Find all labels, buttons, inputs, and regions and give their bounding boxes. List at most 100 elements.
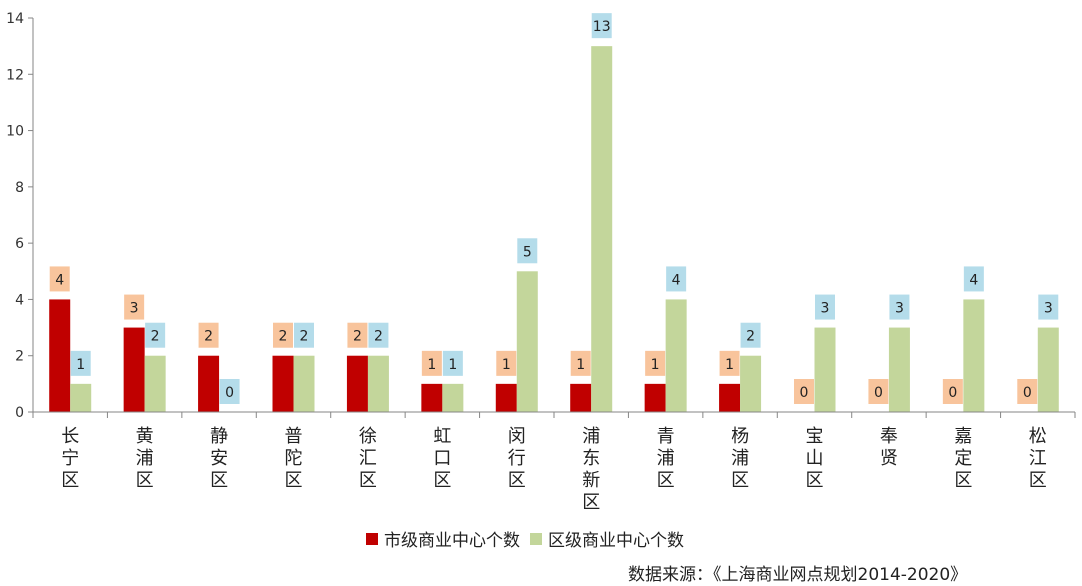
data-label-box: [219, 379, 240, 404]
x-tick-label: 区: [210, 470, 228, 491]
data-label: 0: [1023, 385, 1032, 401]
x-tick-label: 长: [61, 426, 79, 447]
data-label: 0: [948, 385, 957, 401]
bar-district: [442, 383, 464, 412]
x-tick-label: 浦: [657, 448, 675, 469]
bar-city: [49, 299, 71, 412]
x-tick-label: 浦: [136, 448, 154, 469]
legend-item-district: 区级商业中心个数: [530, 526, 684, 551]
x-tick-label: 奉: [880, 426, 898, 447]
x-tick-label: 区: [1029, 470, 1047, 491]
data-label: 0: [225, 385, 234, 401]
data-label: 1: [576, 357, 585, 373]
bar-district: [591, 46, 613, 413]
x-tick-label: 浦: [582, 426, 600, 447]
x-tick-label: 区: [657, 470, 675, 491]
data-label-box: [421, 350, 442, 376]
x-tick-label: 虹: [433, 426, 451, 447]
x-tick-label: 区: [954, 470, 972, 491]
y-tick-label: 10: [6, 124, 24, 140]
x-tick-label: 陀: [285, 448, 303, 469]
bar-city: [570, 383, 592, 412]
data-label-box: [666, 266, 687, 292]
bars: [49, 46, 1059, 413]
legend-item-city: 市级商业中心个数: [366, 526, 520, 551]
data-label-box: [517, 238, 538, 264]
data-label-box: [963, 266, 984, 292]
x-tick-label: 汇: [359, 448, 377, 469]
data-label: 1: [427, 357, 436, 373]
bar-city: [272, 355, 294, 412]
x-tick-label: 浦: [731, 448, 749, 469]
x-tick-label: 黄: [136, 426, 154, 447]
data-label-box: [942, 379, 963, 404]
x-tick-label: 区: [582, 492, 600, 513]
data-label: 2: [746, 329, 755, 345]
data-label: 1: [725, 357, 734, 373]
data-label-box: [1017, 379, 1038, 404]
data-label-box: [815, 294, 835, 320]
data-label: 4: [672, 272, 681, 288]
y-tick-label: 2: [15, 349, 24, 365]
bar-district: [144, 355, 166, 412]
bar-district: [888, 327, 910, 412]
y-tick-label: 0: [15, 405, 24, 421]
data-label-box: [794, 379, 814, 404]
data-label: 3: [130, 301, 139, 317]
y-tick-label: 14: [6, 11, 24, 27]
data-label: 2: [151, 329, 160, 345]
legend-label-city: 市级商业中心个数: [384, 531, 520, 551]
data-label: 3: [821, 301, 830, 317]
bar-district: [740, 355, 762, 412]
data-label: 0: [874, 385, 883, 401]
y-tick-label: 12: [6, 67, 24, 83]
data-label-box: [273, 322, 293, 348]
bar-city: [346, 355, 368, 412]
bar-district: [516, 271, 538, 412]
bar-district: [70, 383, 92, 412]
data-label: 13: [593, 19, 611, 35]
data-label-box: [570, 350, 591, 376]
bar-city: [421, 383, 443, 412]
x-tick-label: 山: [806, 448, 824, 469]
data-label: 3: [895, 301, 904, 317]
data-label: 4: [55, 272, 64, 288]
x-tick-label: 江: [1029, 448, 1047, 469]
x-tick-label: 宝: [806, 426, 824, 447]
x-tick-label: 安: [210, 448, 228, 469]
x-tick-label: 区: [433, 470, 451, 491]
data-label-box: [368, 322, 389, 348]
legend-swatch-city: [366, 532, 378, 545]
data-label-box: [591, 13, 612, 39]
y-axis: 0 2 4 6 8 10 12 14: [6, 11, 34, 421]
x-tick-label: 宁: [61, 448, 79, 469]
x-tick-label: 松: [1029, 426, 1047, 447]
x-tick-label: 区: [731, 470, 749, 491]
data-label-box: [294, 322, 314, 348]
bar-city: [719, 383, 741, 412]
x-tick-label: 区: [61, 470, 79, 491]
data-label-box: [70, 350, 91, 376]
data-label-box: [719, 350, 740, 376]
data-label-box: [868, 379, 889, 404]
legend-label-district: 区级商业中心个数: [548, 531, 684, 551]
bar-district: [963, 299, 985, 412]
source-note: 数据来源：《上海商业网点规划2014-2020》: [628, 565, 968, 585]
x-tick-label: 行: [508, 448, 526, 469]
bar-district: [367, 355, 389, 412]
x-tick-label: 青: [657, 426, 675, 447]
x-tick-label: 普: [285, 426, 303, 447]
x-tick-label: 口: [433, 448, 451, 469]
data-label: 1: [651, 357, 660, 373]
bar-district: [1037, 327, 1059, 412]
data-label-box: [645, 350, 666, 376]
bar-district: [814, 327, 836, 412]
data-label-box: [496, 350, 517, 376]
x-tick-label: 贤: [880, 448, 898, 469]
data-label-box: [1038, 294, 1059, 320]
x-tick-label: 静: [210, 426, 228, 447]
data-label-box: [198, 322, 219, 348]
data-label-box: [145, 322, 166, 348]
x-tick-label: 区: [508, 470, 526, 491]
